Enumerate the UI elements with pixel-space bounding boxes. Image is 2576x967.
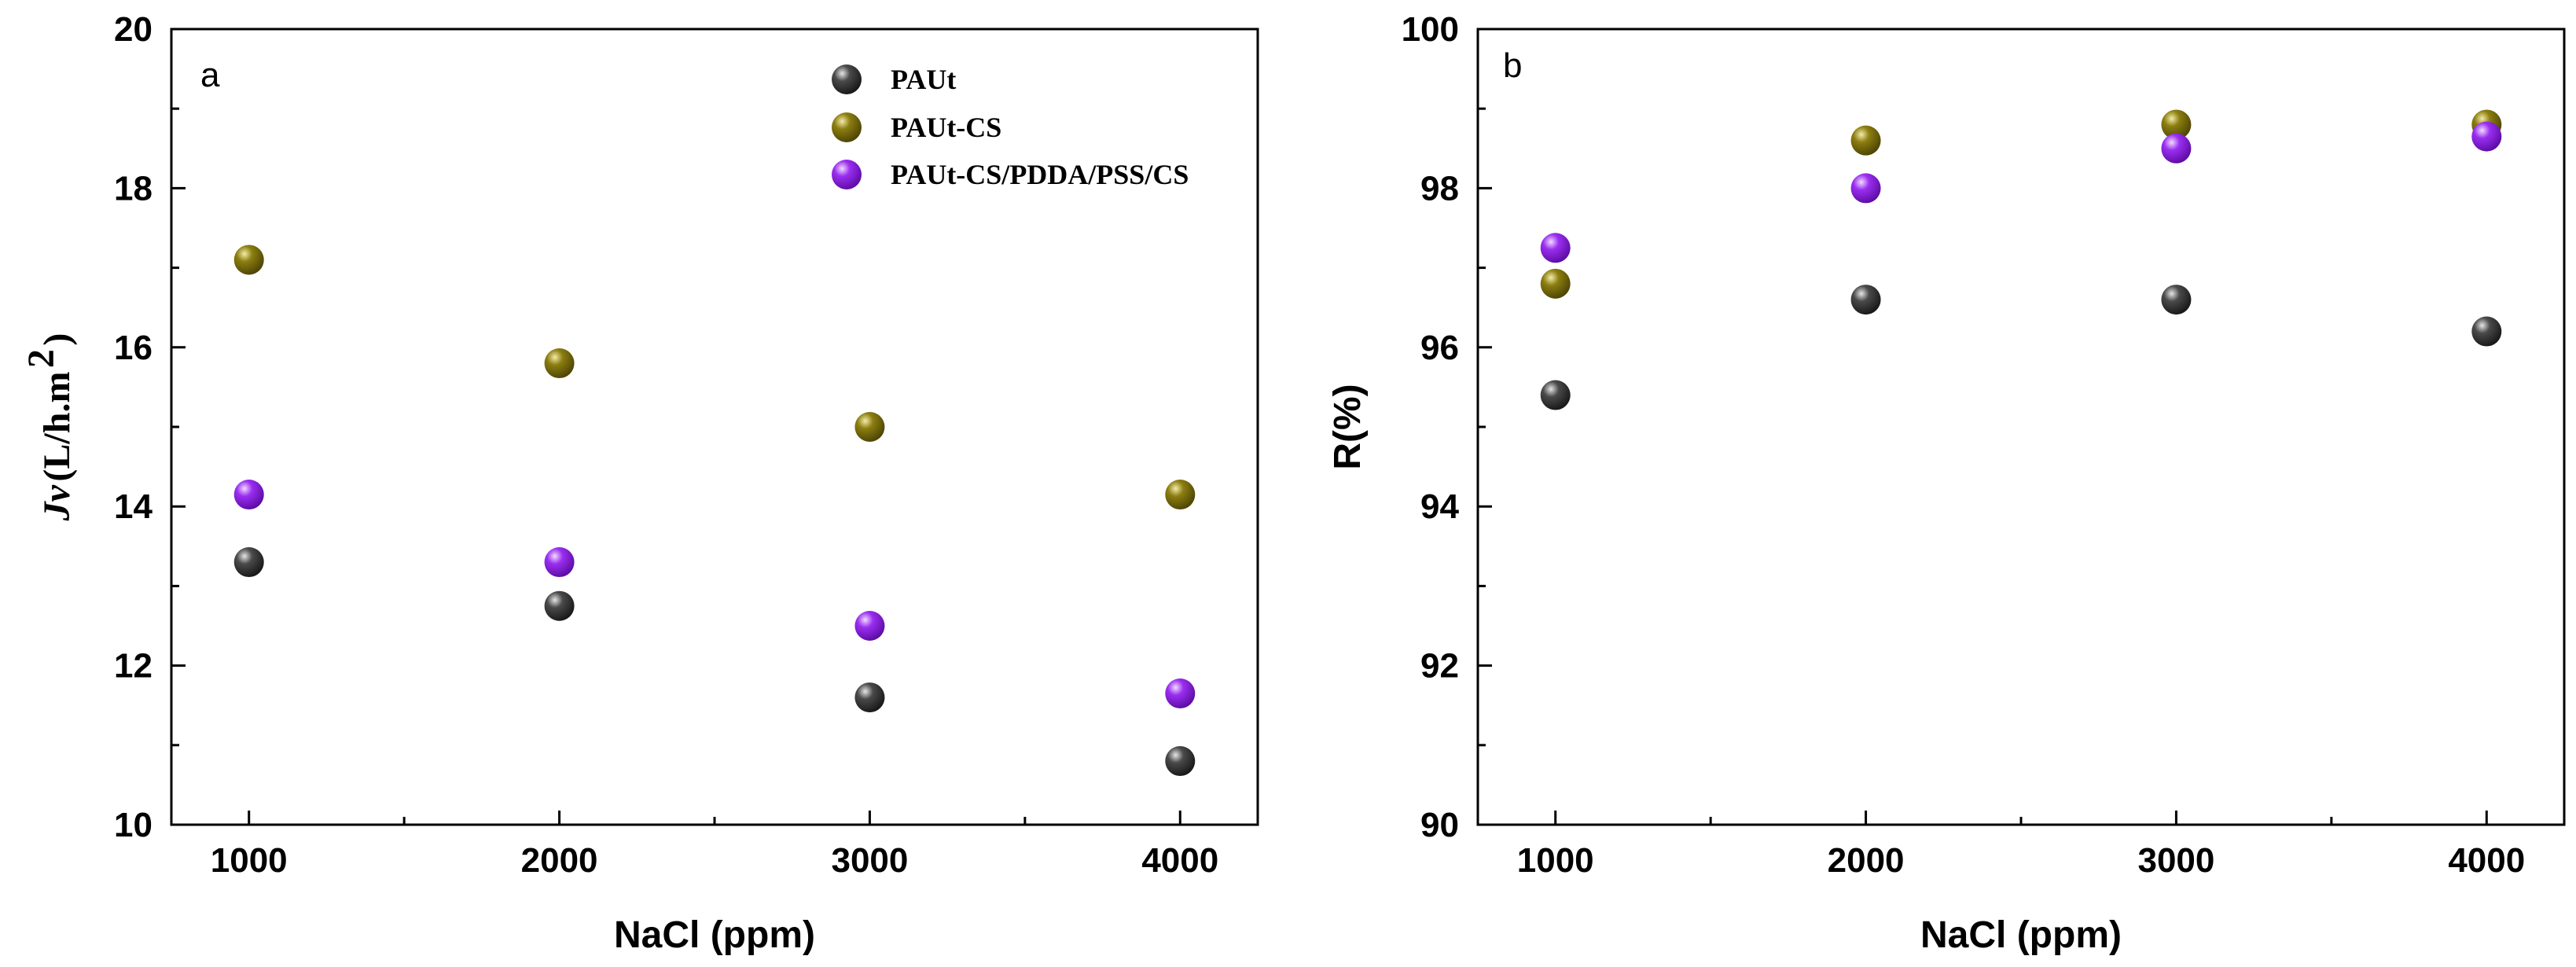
y-axis-title-b: R(%) xyxy=(1327,384,1369,469)
y-tick-label-b-92: 92 xyxy=(1420,647,1459,686)
y-axis-title-close-a: ) xyxy=(36,333,78,346)
point-b-paut-cs-pdda-pss-cs-2000 xyxy=(1850,173,1881,204)
x-tick-label-a-3000: 3000 xyxy=(831,841,908,880)
y-tick-label-a-16: 16 xyxy=(114,329,153,367)
point-a-paut-cs-4000 xyxy=(1165,480,1196,510)
x-axis-title-a: NaCl (ppm) xyxy=(614,914,815,956)
x-tick-label-b-2000: 2000 xyxy=(1828,841,1905,880)
legend-item-paut: PAUt xyxy=(832,64,956,95)
legend-label-paut-cs: PAUt-CS xyxy=(891,112,1001,143)
axes-a: 1000 2000 3000 4000 10 12 14 16 18 20 xyxy=(114,10,1218,880)
point-b-paut-cs-2000 xyxy=(1850,125,1881,156)
x-tick-label-b-1000: 1000 xyxy=(1517,841,1594,880)
y-tick-label-b-98: 98 xyxy=(1420,169,1459,208)
legend-marker-paut-cs-pdda-pss-cs xyxy=(832,160,862,189)
x-tick-label-a-4000: 4000 xyxy=(1141,841,1218,880)
y-tick-label-b-90: 90 xyxy=(1420,806,1459,844)
point-a-paut-cs-2000 xyxy=(544,348,575,379)
y-tick-label-a-18: 18 xyxy=(114,169,153,208)
y-tick-label-a-10: 10 xyxy=(114,806,153,844)
panel-label-a: a xyxy=(200,56,220,94)
point-b-paut-cs-pdda-pss-cs-4000 xyxy=(2471,121,2502,152)
y-tick-label-b-100: 100 xyxy=(1402,10,1459,49)
point-a-paut-cs-3000 xyxy=(854,412,885,442)
point-b-paut-3000 xyxy=(2161,285,2192,315)
point-b-paut-cs-pdda-pss-cs-3000 xyxy=(2161,133,2192,164)
chart-panel-b: 1000 2000 3000 4000 90 92 94 96 98 100 b NaCl (pp… xyxy=(1327,10,2566,956)
x-axis-title-b: NaCl (ppm) xyxy=(1920,914,2122,956)
y-axis-title-main-a: Jv xyxy=(36,484,78,521)
point-a-paut-cs-pdda-pss-cs-1000 xyxy=(233,480,264,510)
data-points-a xyxy=(233,245,1196,777)
legend-item-paut-cs-pdda-pss-cs: PAUt-CS/PDDA/PSS/CS xyxy=(832,159,1189,190)
point-b-paut-cs-3000 xyxy=(2161,109,2192,140)
x-tick-label-a-1000: 1000 xyxy=(211,841,288,880)
legend: PAUt PAUt-CS PAUt-CS/PDDA/PSS/CS xyxy=(832,64,1189,190)
legend-label-paut-cs-pdda-pss-cs: PAUt-CS/PDDA/PSS/CS xyxy=(891,159,1189,190)
y-axis-title-a: Jv (L/h.m 2 ) xyxy=(20,333,78,522)
point-a-paut-cs-1000 xyxy=(233,245,264,275)
axes-b: 1000 2000 3000 4000 90 92 94 96 98 100 xyxy=(1402,10,2526,880)
point-b-paut-cs-pdda-pss-cs-1000 xyxy=(1540,233,1571,263)
point-a-paut-4000 xyxy=(1165,746,1196,777)
point-b-paut-2000 xyxy=(1850,285,1881,315)
legend-label-paut: PAUt xyxy=(891,64,956,95)
legend-item-paut-cs: PAUt-CS xyxy=(832,112,1001,143)
legend-marker-paut-cs xyxy=(832,112,862,142)
point-a-paut-cs-pdda-pss-cs-2000 xyxy=(544,547,575,578)
y-tick-label-b-94: 94 xyxy=(1420,487,1459,526)
point-b-paut-cs-1000 xyxy=(1540,268,1571,299)
x-tick-label-a-2000: 2000 xyxy=(521,841,598,880)
point-b-paut-4000 xyxy=(2471,316,2502,347)
plot-frame-b xyxy=(1476,28,2566,826)
x-tick-label-b-3000: 3000 xyxy=(2137,841,2214,880)
y-tick-label-a-20: 20 xyxy=(114,10,153,49)
y-axis-title-units-a: (L/h.m xyxy=(36,372,78,482)
data-points-b xyxy=(1540,109,2502,410)
point-a-paut-1000 xyxy=(233,547,264,578)
point-a-paut-2000 xyxy=(544,590,575,621)
point-a-paut-cs-pdda-pss-cs-3000 xyxy=(854,611,885,641)
y-tick-label-a-12: 12 xyxy=(114,647,153,686)
y-tick-label-a-14: 14 xyxy=(114,487,153,526)
point-b-paut-1000 xyxy=(1540,380,1571,410)
point-a-paut-cs-pdda-pss-cs-4000 xyxy=(1165,678,1196,709)
panel-label-b: b xyxy=(1503,46,1522,85)
legend-marker-paut xyxy=(832,64,862,94)
point-a-paut-3000 xyxy=(854,682,885,713)
chart-panel-a: 1000 2000 3000 4000 10 12 14 16 18 20 a NaCl (ppm… xyxy=(20,10,1259,956)
x-tick-label-b-4000: 4000 xyxy=(2448,841,2525,880)
plot-frame-a xyxy=(170,28,1259,826)
y-axis-title-sup-a: 2 xyxy=(20,349,62,368)
y-tick-label-b-96: 96 xyxy=(1420,329,1459,367)
